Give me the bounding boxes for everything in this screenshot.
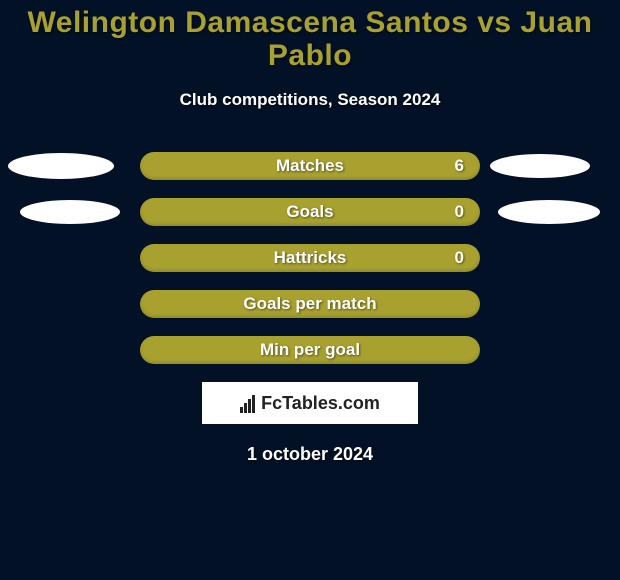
date-line: 1 october 2024 <box>0 444 620 465</box>
stat-label: Min per goal <box>260 340 360 360</box>
stat-label: Matches <box>276 156 344 176</box>
right-ellipse <box>498 200 600 224</box>
stat-row: Hattricks 0 <box>0 244 620 272</box>
brand-text: FcTables.com <box>261 393 380 414</box>
stat-value: 0 <box>455 248 464 268</box>
left-ellipse <box>8 153 114 179</box>
stat-bar: Hattricks 0 <box>140 244 480 272</box>
left-ellipse <box>20 200 120 224</box>
stat-bar: Goals per match <box>140 290 480 318</box>
stat-label: Goals <box>286 202 333 222</box>
bar-chart-icon <box>240 393 255 413</box>
stat-row: Goals 0 <box>0 198 620 226</box>
stat-row: Min per goal <box>0 336 620 364</box>
right-ellipse <box>490 154 590 178</box>
stat-bar: Matches 6 <box>140 152 480 180</box>
stat-row: Goals per match <box>0 290 620 318</box>
stat-label: Goals per match <box>243 294 376 314</box>
stat-value: 6 <box>455 156 464 176</box>
brand-box: FcTables.com <box>202 382 418 424</box>
subtitle: Club competitions, Season 2024 <box>0 90 620 110</box>
stat-bar: Goals 0 <box>140 198 480 226</box>
stat-label: Hattricks <box>274 248 347 268</box>
stats-rows: Matches 6 Goals 0 Hattricks 0 Goals per match M… <box>0 152 620 364</box>
stat-row: Matches 6 <box>0 152 620 180</box>
stat-bar: Min per goal <box>140 336 480 364</box>
page-title: Welington Damascena Santos vs Juan Pablo <box>0 0 620 72</box>
stat-value: 0 <box>455 202 464 222</box>
